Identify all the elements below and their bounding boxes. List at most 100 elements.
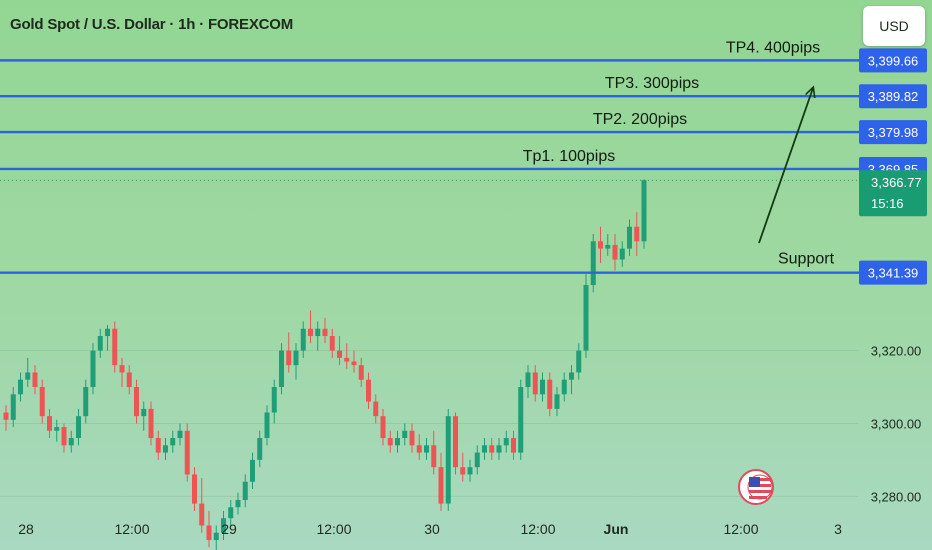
candle-52 xyxy=(380,408,386,446)
candle-25 xyxy=(184,423,190,482)
candle-body xyxy=(445,416,451,504)
candle-5 xyxy=(39,379,45,424)
x-tick-label-4: 30 xyxy=(424,521,440,537)
candle-body xyxy=(395,438,400,446)
candle-body xyxy=(612,244,618,260)
candle-body xyxy=(518,387,524,453)
x-tick-label-7: 12:00 xyxy=(723,521,758,537)
candle-74 xyxy=(540,372,545,402)
candle-87 xyxy=(634,212,640,256)
candle-63 xyxy=(460,452,466,482)
candle-53 xyxy=(387,430,393,453)
candle-body xyxy=(206,525,212,541)
candle-44 xyxy=(322,317,328,344)
countdown-label: 15:16 xyxy=(871,196,904,211)
level-badge-label-1: 3,389.82 xyxy=(868,89,919,104)
candle-21 xyxy=(155,430,161,460)
candle-body xyxy=(467,467,473,475)
candle-28 xyxy=(206,510,212,548)
candle-body xyxy=(279,350,284,388)
candle-13 xyxy=(97,328,103,358)
candle-body xyxy=(641,180,647,242)
candle-body xyxy=(489,445,495,453)
candle-8 xyxy=(61,423,67,453)
grid-layer xyxy=(0,350,858,497)
candle-body xyxy=(105,328,110,337)
candle-body xyxy=(221,518,226,533)
candle-55 xyxy=(402,423,408,446)
candle-body xyxy=(598,241,603,249)
candle-body xyxy=(438,467,444,504)
candle-body xyxy=(286,350,292,366)
candle-80 xyxy=(583,274,589,358)
candle-body xyxy=(590,241,596,286)
candle-body xyxy=(54,427,60,431)
x-tick-label-5: 12:00 xyxy=(520,521,555,537)
candle-body xyxy=(257,438,263,460)
candle-39 xyxy=(286,332,292,373)
candle-58 xyxy=(424,438,429,460)
candle-86 xyxy=(627,219,632,256)
level-badge-4 xyxy=(859,260,927,285)
candle-body xyxy=(264,412,270,439)
level-annotation-0: TP4. 400pips xyxy=(726,39,820,56)
level-badge-0 xyxy=(859,48,927,73)
candle-body xyxy=(387,438,393,446)
candle-body xyxy=(293,350,299,366)
candle-body xyxy=(68,438,74,446)
candle-body xyxy=(569,372,574,380)
candle-14 xyxy=(105,325,110,351)
candle-78 xyxy=(569,365,574,395)
candle-49 xyxy=(358,357,364,388)
candle-body xyxy=(561,379,567,395)
candle-50 xyxy=(366,372,371,409)
current-price-label: 3,366.77 xyxy=(871,175,922,190)
level-annotation-4: Support xyxy=(778,251,835,268)
candle-body xyxy=(576,350,582,373)
candle-body xyxy=(126,372,132,388)
candle-26 xyxy=(192,467,197,511)
candle-76 xyxy=(554,387,560,417)
candle-body xyxy=(525,372,531,388)
candle-body xyxy=(90,350,96,388)
level-annotation-2: TP2. 200pips xyxy=(593,111,687,128)
candle-57 xyxy=(416,434,422,460)
candle-body xyxy=(47,416,52,431)
candle-45 xyxy=(329,328,335,358)
candle-layer xyxy=(3,179,647,550)
candle-30 xyxy=(221,510,226,541)
candle-body xyxy=(308,328,313,337)
candle-body xyxy=(402,430,408,439)
candle-body xyxy=(235,499,241,508)
candle-61 xyxy=(445,408,451,511)
level-annotation-3: Tp1. 100pips xyxy=(523,148,616,165)
candle-73 xyxy=(532,365,538,402)
candle-27 xyxy=(199,478,205,533)
candle-body xyxy=(373,401,379,417)
candle-body xyxy=(547,379,553,409)
candle-0 xyxy=(3,405,9,431)
candle-4 xyxy=(32,365,38,395)
candle-33 xyxy=(242,474,248,508)
candle-20 xyxy=(148,401,154,446)
candle-body xyxy=(170,438,176,446)
currency-button[interactable]: USD xyxy=(863,6,925,46)
candle-body xyxy=(213,532,219,541)
candle-75 xyxy=(547,372,553,417)
x-tick-label-0: 28 xyxy=(18,521,34,537)
level-badge-label-2: 3,379.98 xyxy=(868,125,919,140)
candle-body xyxy=(409,430,415,446)
candle-70 xyxy=(511,430,516,460)
candle-67 xyxy=(489,438,495,460)
candle-34 xyxy=(250,452,255,490)
x-tick-label-8: 3 xyxy=(834,521,842,537)
candle-body xyxy=(474,452,480,468)
candle-65 xyxy=(474,445,480,475)
candle-body xyxy=(228,507,234,519)
candle-body xyxy=(416,445,422,453)
candle-60 xyxy=(438,452,444,511)
y-tick-label-1: 3,300.00 xyxy=(871,416,922,431)
x-tick-label-1: 12:00 xyxy=(114,521,149,537)
candle-body xyxy=(76,416,81,439)
